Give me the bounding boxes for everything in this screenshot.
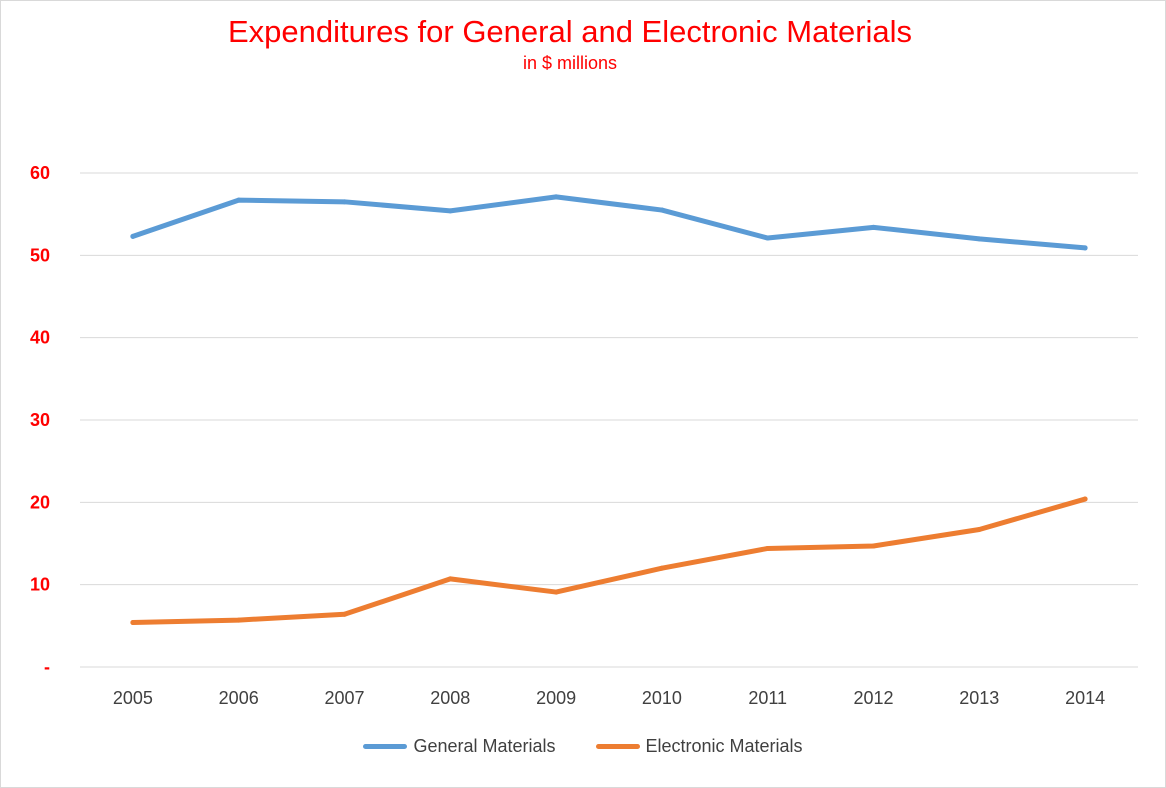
- y-tick-label: 60: [30, 163, 50, 183]
- x-tick-label: 2005: [113, 688, 153, 708]
- y-tick-label: 40: [30, 328, 50, 348]
- gridlines: [80, 172, 1138, 668]
- data-point-general-materials: [871, 224, 876, 230]
- x-tick-label: 2014: [1065, 688, 1105, 708]
- data-point-electronic-materials: [765, 545, 771, 551]
- data-point-electronic-materials: [1082, 496, 1088, 502]
- data-point-general-materials: [976, 236, 982, 242]
- data-point-general-materials: [447, 208, 453, 214]
- data-point-electronic-materials: [447, 576, 453, 582]
- data-point-electronic-materials: [130, 620, 136, 626]
- legend-swatch-general-materials: [363, 744, 408, 749]
- x-axis-ticks: 2005 2006 2007 2008 2009 2010 2011 2012 2013 2014: [113, 688, 1105, 708]
- legend: General Materials Electronic Materials: [0, 736, 1166, 757]
- chart-subtitle: in $ millions: [522, 53, 618, 73]
- data-point-electronic-materials: [976, 527, 982, 533]
- series-lines: [130, 194, 1088, 626]
- data-point-electronic-materials: [236, 617, 242, 623]
- y-tick-label: 30: [30, 410, 50, 430]
- data-point-general-materials: [553, 194, 559, 200]
- x-tick-label: 2009: [536, 688, 576, 708]
- legend-swatch-electronic-materials: [595, 744, 640, 749]
- y-tick-label: 50: [30, 245, 50, 265]
- x-tick-label: 2013: [959, 688, 999, 708]
- data-point-general-materials: [765, 235, 771, 241]
- series-line-general-materials: [130, 194, 1088, 251]
- data-point-electronic-materials: [553, 589, 559, 595]
- x-tick-label: 2006: [219, 688, 259, 708]
- y-tick-label: 10: [30, 575, 50, 595]
- chart-title: Expenditures for General and Electronic …: [227, 14, 913, 49]
- data-point-general-materials: [342, 199, 347, 205]
- data-point-general-materials: [1082, 245, 1088, 251]
- data-point-electronic-materials: [659, 565, 665, 571]
- y-tick-label: 20: [30, 492, 50, 512]
- legend-item-electronic-materials: Electronic Materials: [595, 736, 803, 757]
- x-tick-label: 2007: [324, 688, 364, 708]
- legend-label-general-materials: General Materials: [413, 736, 556, 756]
- x-tick-label: 2008: [430, 688, 470, 708]
- x-tick-label: 2011: [748, 688, 787, 708]
- x-tick-label: 2012: [853, 688, 893, 708]
- data-point-general-materials: [130, 233, 136, 239]
- series-line-electronic-materials: [130, 496, 1088, 626]
- y-axis-ticks: - 10 20 30 40 50 60: [30, 163, 50, 677]
- legend-item-general-materials: General Materials: [363, 736, 556, 757]
- data-point-general-materials: [659, 207, 665, 213]
- legend-label-electronic-materials: Electronic Materials: [645, 736, 803, 756]
- x-tick-label: 2010: [642, 688, 682, 708]
- data-point-electronic-materials: [342, 611, 347, 617]
- data-point-electronic-materials: [871, 543, 876, 549]
- data-point-general-materials: [236, 197, 242, 203]
- y-tick-label: -: [44, 657, 50, 677]
